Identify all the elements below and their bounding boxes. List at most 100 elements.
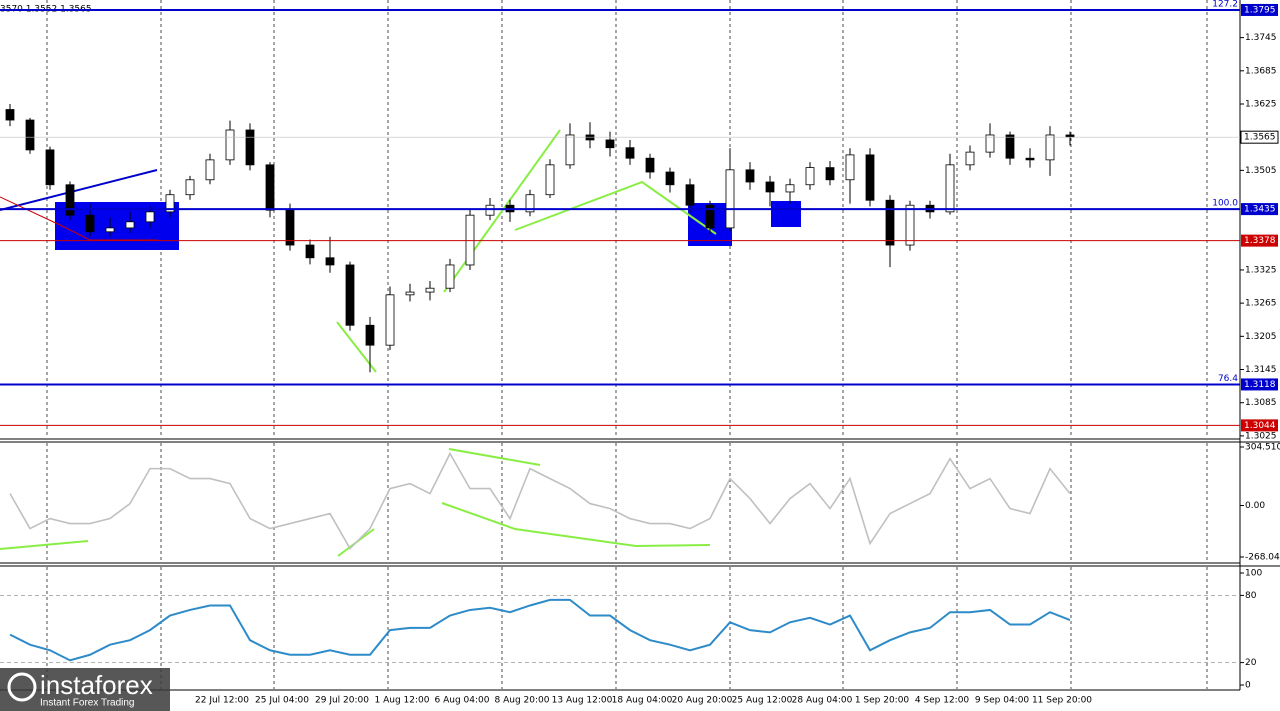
candle-body	[965, 151, 975, 166]
candle-body	[805, 167, 815, 186]
candle-body	[265, 164, 275, 211]
x-tick-label: 1 Aug 12:00	[375, 696, 430, 706]
logo-tagline: Instant Forex Trading	[40, 698, 135, 709]
candle-body	[705, 204, 715, 229]
x-tick-label: 25 Jul 04:00	[255, 696, 309, 706]
candle-body	[25, 119, 35, 151]
candle-body	[465, 214, 475, 266]
candle-body	[405, 291, 415, 296]
y-tick-label: 1.3145	[1245, 365, 1277, 375]
logo: instaforex Instant Forex Trading	[0, 668, 170, 711]
y-tick-label: 1.3265	[1245, 299, 1277, 309]
candle-body	[145, 211, 155, 223]
candle-body	[365, 324, 375, 346]
candle-body	[205, 159, 215, 181]
y-tick-label: 100	[1245, 569, 1262, 579]
x-tick-label: 29 Jul 20:00	[315, 696, 369, 706]
candle-body	[745, 169, 755, 183]
x-tick-label: 18 Aug 04:00	[612, 696, 673, 706]
y-tick-label: 1.3085	[1245, 398, 1277, 408]
current-price-bg	[1240, 130, 1279, 144]
candle-body	[845, 154, 855, 181]
fib-label: 100.0	[1212, 199, 1238, 209]
candle-body	[565, 134, 575, 166]
x-tick-label: 6 Aug 04:00	[435, 696, 490, 706]
y-tick-label: 1.3025	[1245, 431, 1277, 441]
candle-body	[825, 167, 835, 181]
x-tick-label: 8 Aug 20:00	[495, 696, 550, 706]
y-tick-label: 304.5101	[1245, 443, 1280, 453]
candle-body	[445, 264, 455, 289]
y-tick-label: 0	[1245, 681, 1251, 691]
level-label: 1.3378	[1244, 236, 1276, 246]
level-label: 1.3435	[1244, 205, 1276, 215]
level-label-bg	[1241, 378, 1278, 391]
y-tick-label: 0.00	[1245, 501, 1265, 511]
candle-body	[1005, 134, 1015, 159]
y-tick-label: 80	[1245, 591, 1257, 601]
candle-body	[865, 154, 875, 201]
fib-label: 127.2	[1212, 0, 1238, 9]
level-label: 1.3044	[1244, 421, 1276, 431]
zone-box	[771, 201, 801, 227]
candle-body	[385, 294, 395, 346]
candle-body	[185, 179, 195, 196]
candle-body	[285, 209, 295, 246]
x-tick-label: 9 Sep 04:00	[975, 696, 1030, 706]
x-tick-label: 13 Aug 12:00	[552, 696, 613, 706]
fib-label: 76.4	[1218, 374, 1238, 384]
candle-body	[1045, 134, 1055, 161]
y-tick-label: 1.3625	[1245, 99, 1277, 109]
candle-body	[625, 147, 635, 159]
x-tick-label: 22 Jul 12:00	[195, 696, 249, 706]
level-label: 1.3118	[1244, 380, 1276, 390]
x-tick-label: 4 Sep 12:00	[915, 696, 970, 706]
candle-body	[5, 109, 15, 121]
candle-body	[605, 139, 615, 149]
x-tick-label: 1 Sep 20:00	[855, 696, 910, 706]
candle-body	[985, 134, 995, 153]
candle-body	[345, 264, 355, 326]
indicator-line	[9, 598, 1071, 662]
candle-body	[245, 129, 255, 166]
x-tick-label: 28 Aug 04:00	[792, 696, 853, 706]
level-label-bg	[1241, 419, 1278, 432]
level-label-bg	[1241, 3, 1278, 16]
candle-body	[85, 214, 95, 233]
candle-body	[885, 199, 895, 246]
candle-body	[525, 194, 535, 213]
candle-body	[945, 164, 955, 213]
trend-line	[0, 196, 157, 241]
candle-body	[765, 181, 775, 193]
candle-body	[165, 194, 175, 213]
candle-body	[325, 257, 335, 266]
y-tick-label: -268.0444	[1245, 553, 1280, 563]
series	[5, 103, 1075, 662]
candle-body	[485, 204, 495, 216]
x-tick-label: 25 Aug 12:00	[732, 696, 793, 706]
candle-body	[1025, 157, 1035, 161]
trend-line	[448, 448, 541, 466]
trend-line	[443, 129, 561, 293]
candle-body	[65, 184, 75, 216]
candle-body	[645, 157, 655, 173]
level-label: 1.3795	[1244, 5, 1276, 15]
candle-body	[785, 184, 795, 193]
y-tick-label: 20	[1245, 658, 1257, 668]
candle-body	[125, 221, 135, 229]
y-tick-label: 1.3505	[1245, 166, 1277, 176]
candle-body	[305, 244, 315, 259]
logo-icon	[7, 672, 37, 702]
trend-line	[514, 180, 717, 235]
level-label-bg	[1241, 203, 1278, 216]
candle-body	[725, 169, 735, 229]
y-tick-label: 1.3325	[1245, 265, 1277, 275]
current-price-label: 1.3565	[1244, 133, 1276, 143]
level-label-bg	[1241, 234, 1278, 247]
logo-text: instaforex	[40, 670, 153, 700]
x-tick-label: 11 Sep 20:00	[1032, 696, 1092, 706]
candle-body	[905, 204, 915, 246]
trend-line	[0, 169, 158, 211]
